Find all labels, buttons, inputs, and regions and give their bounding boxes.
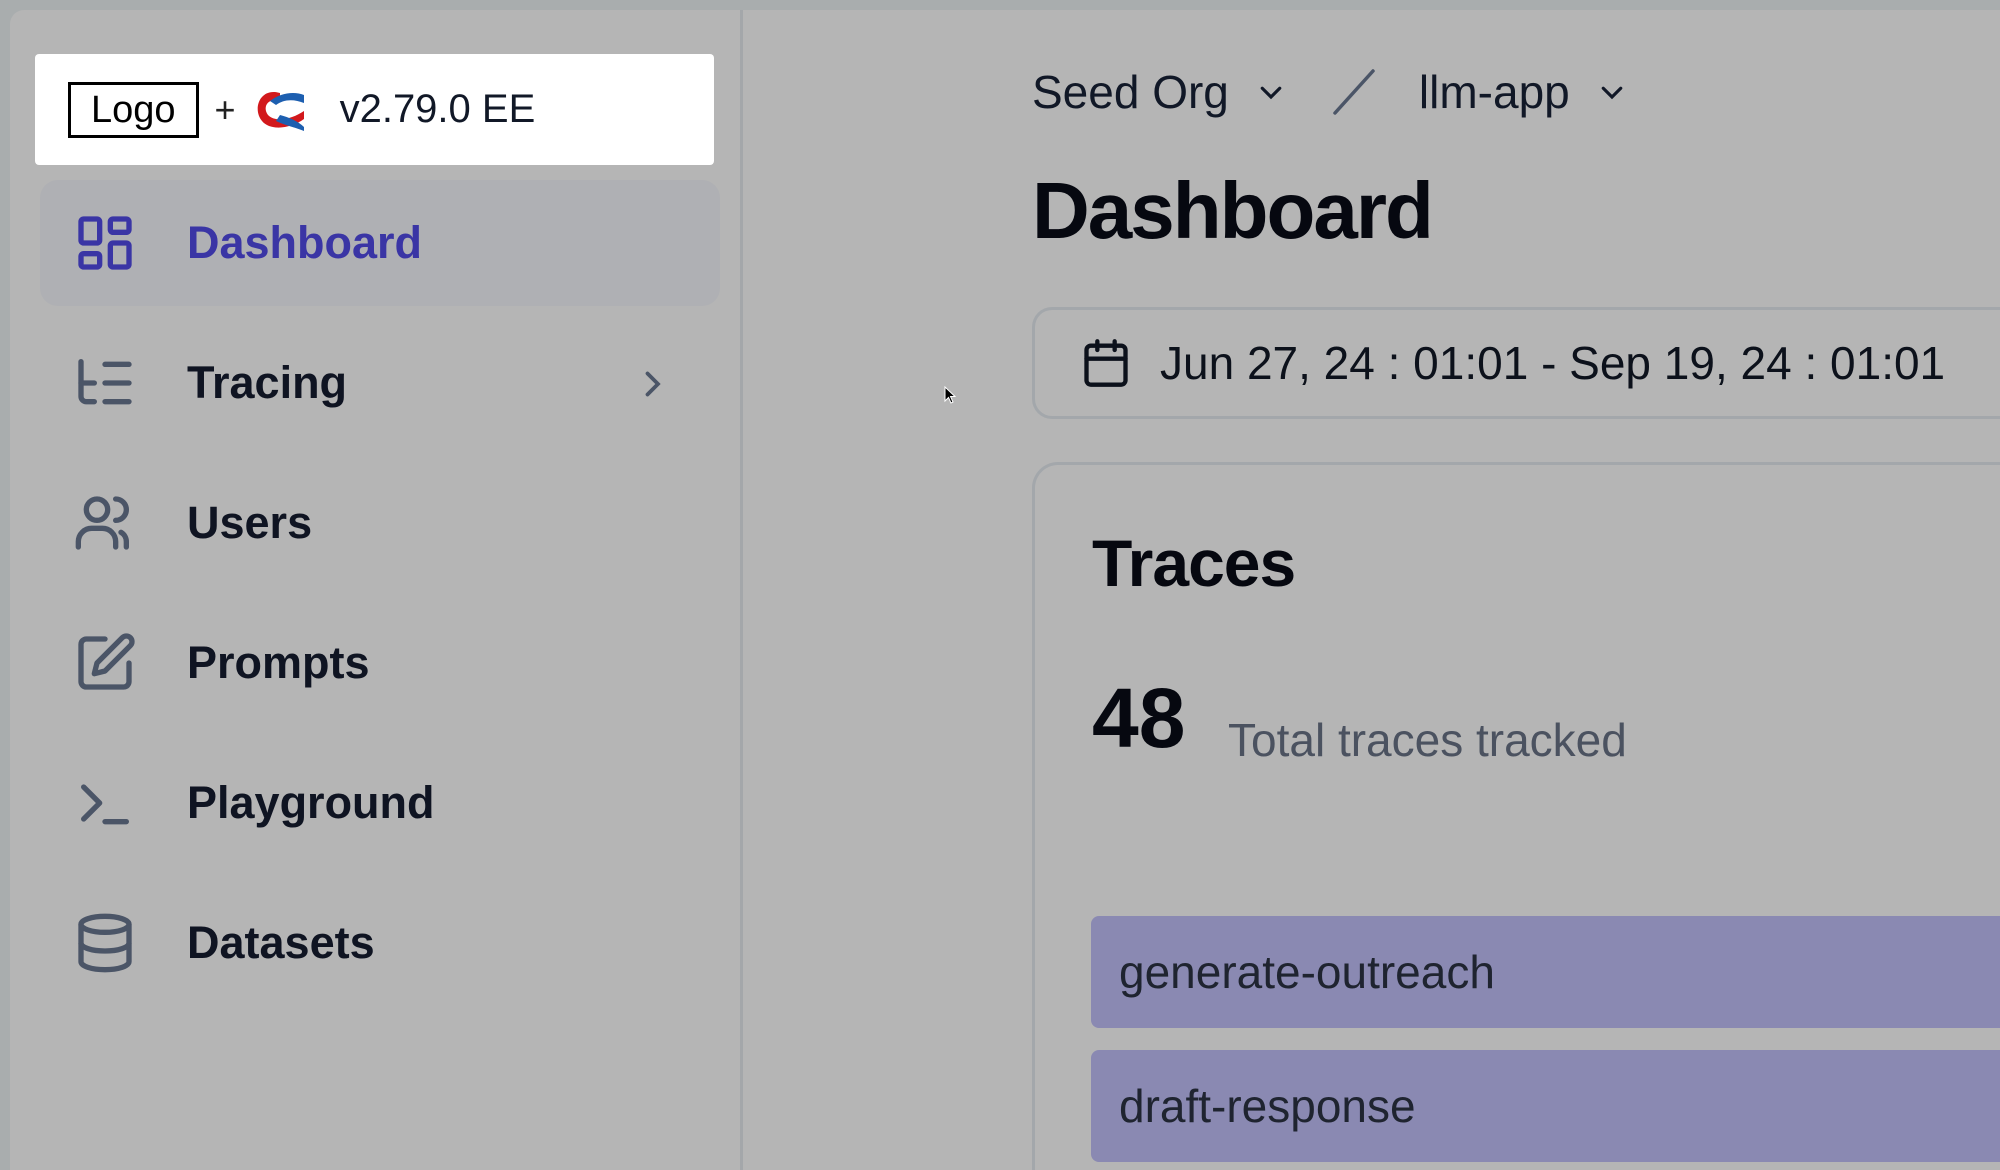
plus-sign: + bbox=[214, 88, 236, 130]
sidebar-item-label: Datasets bbox=[187, 917, 375, 968]
sidebar-item-playground[interactable]: Playground bbox=[40, 740, 720, 866]
date-range-picker[interactable]: Jun 27, 24 : 01:01 - Sep 19, 24 : 01:01 bbox=[1032, 307, 2000, 419]
traces-card: Traces 48 Total traces tracked generate-… bbox=[1032, 462, 2000, 1170]
sidebar-item-datasets[interactable]: Datasets bbox=[40, 880, 720, 1006]
breadcrumb: Seed Org llm-app bbox=[1032, 65, 1630, 119]
layout-grid-icon bbox=[78, 216, 132, 270]
database-icon bbox=[78, 913, 132, 973]
sidebar-item-label: Prompts bbox=[187, 637, 370, 688]
app-window: Logo + v2.79.0 EE Dashboard Tracing bbox=[10, 10, 2000, 1170]
sidebar-item-label: Tracing bbox=[187, 357, 348, 408]
breadcrumb-separator bbox=[1333, 69, 1375, 115]
card-title: Traces bbox=[1092, 526, 1296, 600]
trace-bar[interactable]: draft-response bbox=[1091, 1050, 2000, 1162]
sidebar-item-label: Users bbox=[187, 497, 313, 548]
sidebar-item-dashboard[interactable]: Dashboard bbox=[40, 180, 720, 306]
trace-bar-label: generate-outreach bbox=[1119, 946, 1495, 998]
sidebar-item-prompts[interactable]: Prompts bbox=[40, 600, 720, 726]
traces-count: 48 bbox=[1092, 671, 1186, 765]
page-title: Dashboard bbox=[1032, 166, 1434, 255]
brand-header[interactable]: Logo + v2.79.0 EE bbox=[35, 54, 714, 165]
traces-count-label: Total traces tracked bbox=[1228, 714, 1627, 766]
chevron-down-icon[interactable] bbox=[1594, 77, 1630, 107]
users-icon bbox=[75, 496, 130, 550]
sidebar: Logo + v2.79.0 EE Dashboard Tracing bbox=[10, 10, 743, 1170]
main-content: Seed Org llm-app Dashboard Jun 27, 24 : … bbox=[743, 10, 2000, 1170]
chevron-right-icon[interactable] bbox=[634, 364, 670, 404]
trace-bar[interactable]: generate-outreach bbox=[1091, 916, 2000, 1028]
edit-icon bbox=[78, 633, 135, 690]
version-label: v2.79.0 EE bbox=[339, 87, 536, 131]
org-selector[interactable]: Seed Org bbox=[1032, 66, 1229, 118]
sidebar-item-label: Playground bbox=[187, 777, 435, 828]
trace-bar-label: draft-response bbox=[1119, 1080, 1416, 1132]
project-selector[interactable]: llm-app bbox=[1418, 66, 1570, 118]
calendar-icon bbox=[1084, 339, 1128, 387]
mouse-cursor-icon bbox=[944, 386, 957, 404]
logo: Logo bbox=[68, 81, 199, 138]
knot-logo-icon bbox=[257, 91, 304, 131]
sidebar-item-users[interactable]: Users bbox=[40, 460, 720, 586]
sidebar-item-label: Dashboard bbox=[187, 217, 423, 268]
date-range-value: Jun 27, 24 : 01:01 - Sep 19, 24 : 01:01 bbox=[1160, 337, 1946, 389]
chevron-down-icon[interactable] bbox=[1253, 77, 1289, 107]
terminal-icon bbox=[81, 784, 129, 825]
sidebar-item-tracing[interactable]: Tracing bbox=[40, 320, 720, 446]
list-tree-icon bbox=[78, 359, 132, 405]
